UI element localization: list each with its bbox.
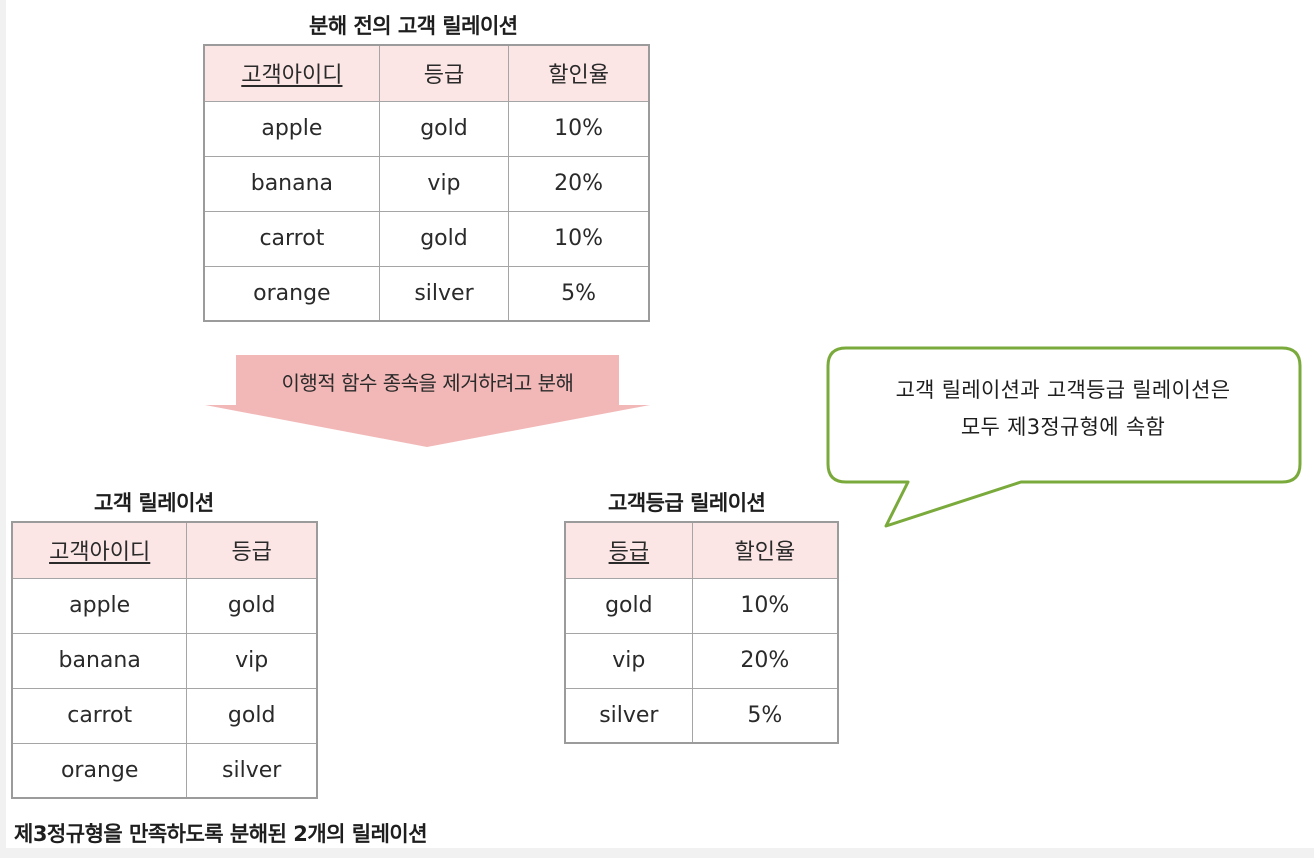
table-header-row: 등급 할인율: [564, 521, 839, 579]
table-cell: vip: [564, 632, 693, 689]
table-header-row: 고객아이디 등급: [11, 521, 318, 579]
table-row: apple gold: [11, 577, 318, 634]
callout-line-2: 모두 제3정규형에 속함: [960, 415, 1166, 439]
table-cell: banana: [11, 632, 188, 689]
table-cell: orange: [203, 265, 380, 322]
arrow-shape: [205, 355, 650, 447]
table-cell: apple: [203, 100, 380, 157]
customer-table-title: 고객 릴레이션: [94, 491, 214, 515]
figure-caption: 제3정규형을 만족하도록 분해된 2개의 릴레이션: [14, 822, 428, 846]
table-header-row: 고객아이디 등급 할인율: [203, 44, 650, 102]
table-row: banana vip 20%: [203, 155, 650, 212]
column-header-grade: 등급: [378, 44, 510, 102]
table-cell: silver: [186, 742, 318, 799]
table-cell: 20%: [508, 155, 650, 212]
table-cell: 5%: [691, 687, 839, 744]
column-header-customer-id: 고객아이디: [11, 521, 188, 579]
callout-line-1: 고객 릴레이션과 고객등급 릴레이션은: [895, 378, 1231, 402]
table-cell: gold: [564, 577, 693, 634]
customer-relation-table: 고객아이디 등급 apple gold banana vip carrot go…: [11, 521, 318, 799]
decomposition-arrow: [205, 355, 650, 447]
table-cell: 20%: [691, 632, 839, 689]
left-edge-strip: [0, 0, 6, 858]
table-cell: silver: [564, 687, 693, 744]
bottom-edge-strip: [0, 848, 1314, 858]
table-row: silver 5%: [564, 687, 839, 744]
grade-relation-table: 등급 할인율 gold 10% vip 20% silver 5%: [564, 521, 839, 744]
arrow-label: 이행적 함수 종속을 제거하려고 분해: [281, 371, 574, 395]
table-row: carrot gold 10%: [203, 210, 650, 267]
table-cell: vip: [186, 632, 318, 689]
table-cell: apple: [11, 577, 188, 634]
callout-bubble: [826, 346, 1302, 528]
column-header-grade: 등급: [564, 521, 693, 579]
column-header-grade: 등급: [186, 521, 318, 579]
table-row: orange silver 5%: [203, 265, 650, 322]
column-header-discount: 할인율: [508, 44, 650, 102]
table-cell: 10%: [508, 210, 650, 267]
table-row: apple gold 10%: [203, 100, 650, 157]
table-cell: 10%: [691, 577, 839, 634]
table-cell: vip: [378, 155, 510, 212]
callout-outline: [826, 346, 1302, 528]
table-cell: gold: [378, 210, 510, 267]
table-cell: silver: [378, 265, 510, 322]
column-header-customer-id: 고객아이디: [203, 44, 380, 102]
table-row: orange silver: [11, 742, 318, 799]
table-cell: 10%: [508, 100, 650, 157]
callout-text: 고객 릴레이션과 고객등급 릴레이션은 모두 제3정규형에 속함: [838, 372, 1288, 446]
table-row: vip 20%: [564, 632, 839, 689]
before-relation-table: 고객아이디 등급 할인율 apple gold 10% banana vip 2…: [203, 44, 650, 322]
table-cell: carrot: [11, 687, 188, 744]
grade-table-title: 고객등급 릴레이션: [608, 491, 766, 515]
table-cell: orange: [11, 742, 188, 799]
table-cell: 5%: [508, 265, 650, 322]
table-cell: gold: [186, 687, 318, 744]
table-cell: gold: [186, 577, 318, 634]
table-cell: gold: [378, 100, 510, 157]
column-header-discount: 할인율: [691, 521, 839, 579]
table-row: gold 10%: [564, 577, 839, 634]
table-row: carrot gold: [11, 687, 318, 744]
table-cell: carrot: [203, 210, 380, 267]
table-row: banana vip: [11, 632, 318, 689]
before-table-title: 분해 전의 고객 릴레이션: [309, 14, 518, 38]
table-cell: banana: [203, 155, 380, 212]
